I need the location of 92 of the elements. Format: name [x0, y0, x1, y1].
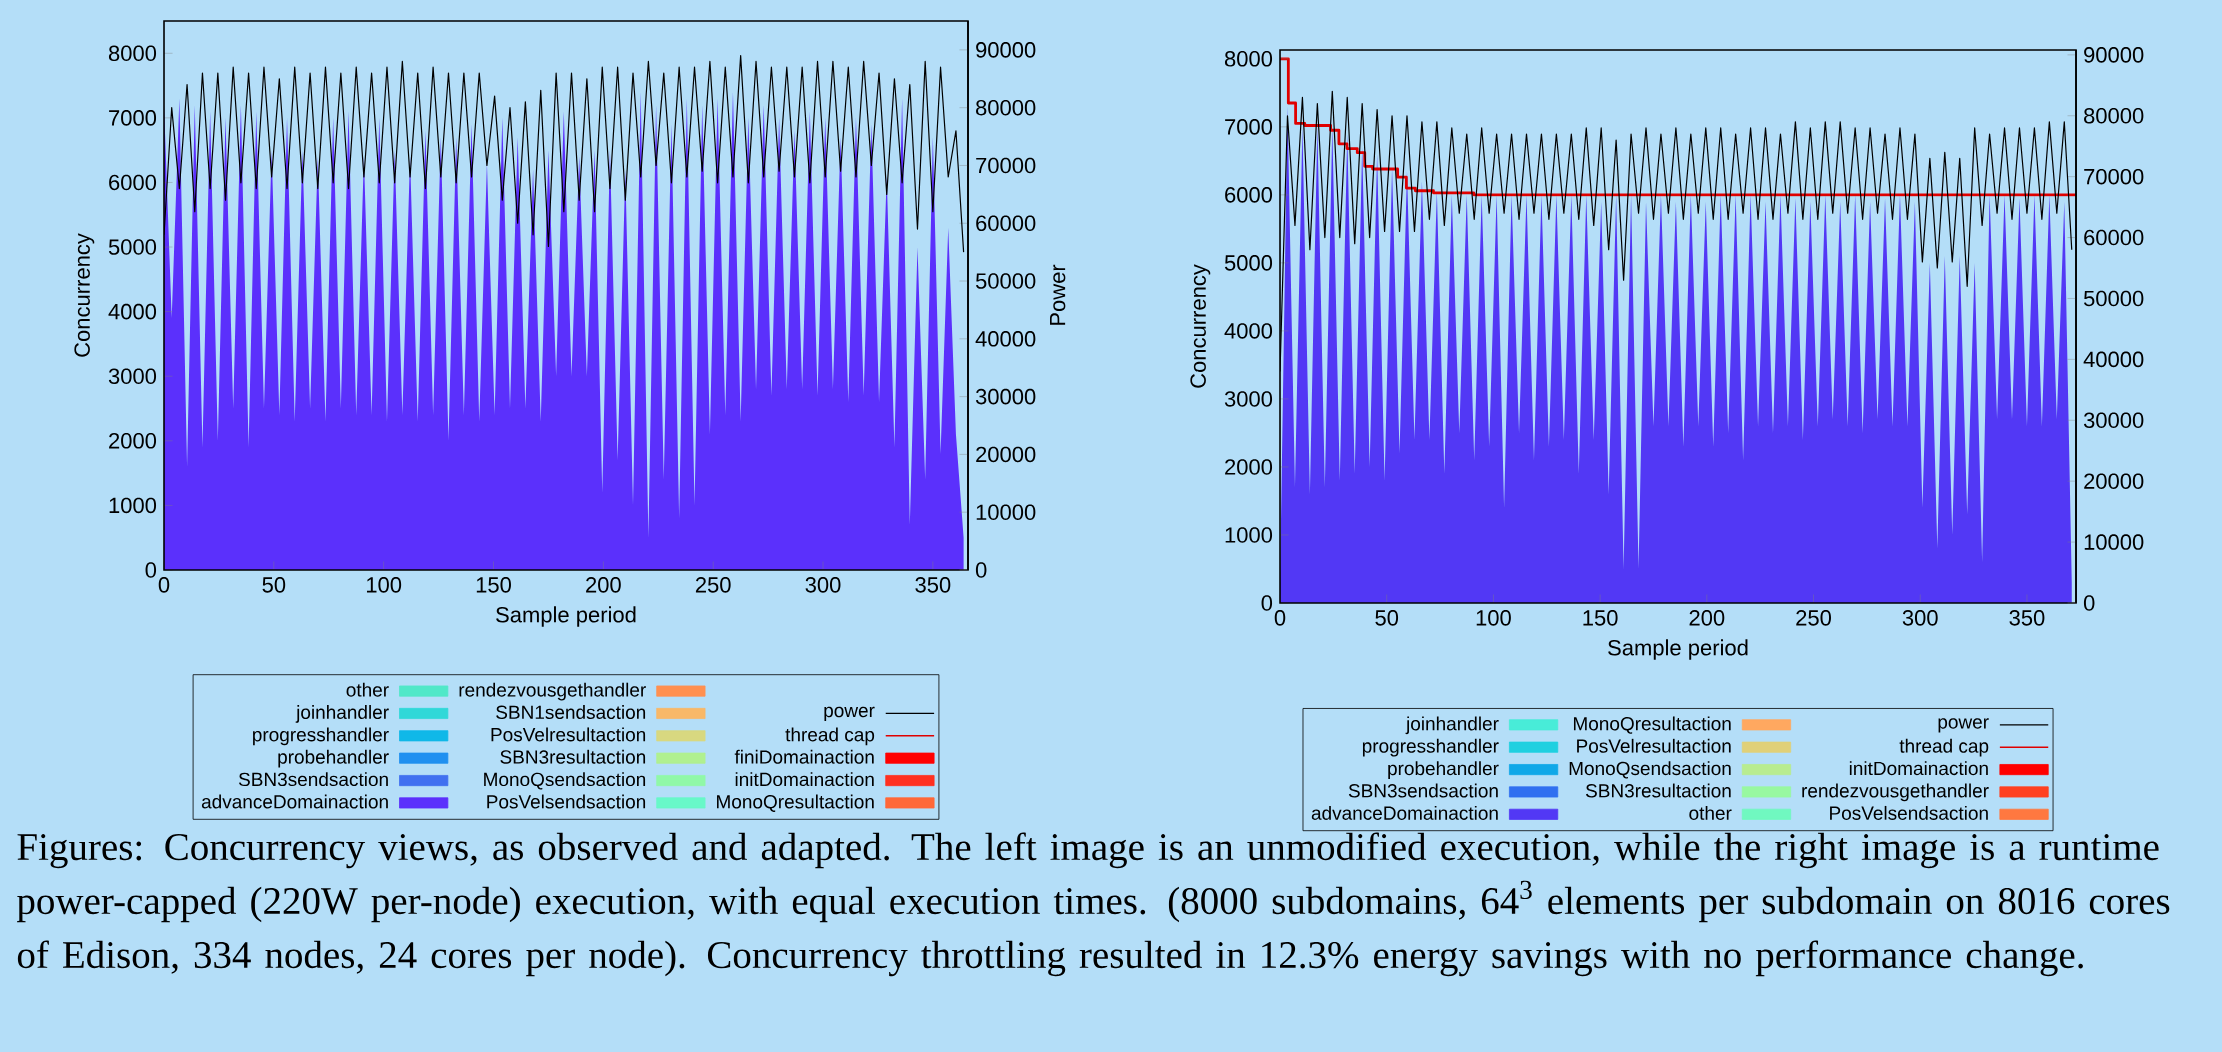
y-tick-label: 1000 — [1225, 527, 1273, 543]
legend-label: probehandler — [1388, 761, 1499, 779]
y-tick-label: 2000 — [1225, 459, 1273, 475]
x-tick-label: 150 — [476, 577, 511, 593]
legend-label: SBN3resultaction — [1585, 783, 1731, 798]
y-tick-label: 4000 — [108, 303, 157, 320]
y-tick-label: 0 — [1261, 595, 1273, 611]
text: Figures: Concurrency views, as observed and adapted. The left image is an unmodified execution, while the right image is a runtime power-capped (220W per-node) execution, with equal execution times. (8000 subdomains, 64$^{3}$ elements per subdomain on 8016 cores of Edison, 334 nodes, 24 cores per node). Concurrency throttling resulted in 12.3% energy savings with no performance change. — [17, 832, 2170, 977]
x-tick-label: 0 — [158, 577, 170, 593]
legend-label: MonoQresultaction — [717, 794, 874, 812]
y2-tick-label: 80000 — [2084, 107, 2144, 124]
legend-label: initDomainaction — [735, 772, 874, 787]
legend-label: finiDomainaction — [734, 749, 874, 764]
legend-label: rendezvousgethandler — [459, 682, 646, 701]
y-axis-title: Concurrency — [74, 233, 95, 357]
legend-label: joinhandler — [295, 705, 389, 723]
x-axis-title: Sample period — [1608, 639, 1748, 660]
y-tick-label: 8000 — [1224, 51, 1273, 67]
x-tick-label: 350 — [2009, 610, 2045, 626]
legend-label: progresshandler — [253, 727, 389, 746]
legend-label: power — [824, 706, 875, 722]
legend-label: rendezvousgethandler — [1802, 783, 1989, 802]
x-tick-label: 200 — [586, 577, 621, 593]
y2-tick-label: 40000 — [2083, 351, 2144, 368]
y-tick-label: 1000 — [109, 497, 157, 514]
legend-label: advanceDomainaction — [201, 794, 388, 809]
y-tick-label: 5000 — [108, 239, 157, 255]
y-tick-label: 7000 — [109, 110, 157, 126]
y-axis-title: Concurrency — [1190, 264, 1211, 388]
y-tick-label: 8000 — [108, 45, 157, 62]
legend-label: MonoQsendsaction — [484, 772, 646, 790]
y2-tick-label: 10000 — [976, 504, 1036, 520]
legend-label: initDomainaction — [1849, 761, 1988, 776]
y-tick-label: 5000 — [1224, 255, 1273, 271]
y2-tick-label: 10000 — [2084, 534, 2144, 550]
x-tick-label: 250 — [695, 577, 731, 593]
x-tick-label: 100 — [366, 577, 402, 593]
legend-label: probehandler — [278, 749, 389, 768]
legend-label: PosVelresultaction — [1577, 738, 1731, 753]
legend-label: other — [1689, 805, 1732, 820]
y2-tick-label: 0 — [975, 562, 987, 578]
legend-label: other — [346, 682, 389, 697]
x-tick-label: 250 — [1796, 610, 1831, 626]
y2-tick-label: 50000 — [975, 273, 1036, 289]
x-tick-label: 100 — [1476, 610, 1511, 626]
legend-label: power — [1938, 718, 1989, 733]
x-tick-label: 200 — [1689, 610, 1725, 626]
y2-tick-label: 60000 — [2084, 229, 2144, 246]
x-tick-label: 50 — [1375, 610, 1399, 626]
legend-label: PosVelsendsaction — [1830, 805, 1988, 820]
y2-tick-label: 0 — [2083, 595, 2095, 611]
legend-label: PosVelresultaction — [491, 727, 646, 742]
legend-label: SBN3resultaction — [500, 749, 646, 764]
y-tick-label: 4000 — [1224, 323, 1273, 339]
x-tick-label: 0 — [1274, 610, 1286, 626]
x-tick-label: 350 — [915, 577, 951, 593]
y2-tick-label: 90000 — [976, 42, 1036, 58]
y2-tick-label: 30000 — [2083, 412, 2144, 429]
y2-tick-label: 20000 — [2084, 473, 2144, 489]
x-axis-title: Sample period — [496, 606, 636, 627]
y-tick-label: 7000 — [1225, 119, 1273, 135]
y2-axis-title: Power — [1050, 264, 1066, 325]
y2-tick-label: 40000 — [975, 331, 1036, 347]
legend-label: SBN1sendsaction — [496, 705, 646, 720]
y2-tick-label: 70000 — [976, 157, 1036, 174]
x-tick-label: 300 — [805, 577, 841, 593]
legend-label: advanceDomainaction — [1311, 805, 1498, 820]
x-tick-label: 150 — [1583, 610, 1618, 626]
legend-label: MonoQresultaction — [1573, 716, 1731, 734]
y2-tick-label: 50000 — [2083, 290, 2144, 307]
legend-label: progresshandler — [1362, 738, 1499, 757]
legend-label: SBN3sendsaction — [1348, 783, 1498, 798]
y2-tick-label: 80000 — [976, 99, 1036, 116]
legend-label: thread cap — [1899, 738, 1989, 757]
x-tick-label: 300 — [1902, 610, 1938, 626]
y-tick-label: 6000 — [1225, 187, 1273, 203]
y-tick-label: 3000 — [1224, 391, 1273, 407]
legend-label: SBN3sendsaction — [238, 772, 388, 787]
y-tick-label: 6000 — [109, 174, 157, 191]
y-tick-label: 3000 — [108, 368, 157, 385]
y2-tick-label: 20000 — [976, 446, 1036, 463]
legend-label: PosVelsendsaction — [487, 794, 646, 809]
x-tick-label: 50 — [262, 577, 286, 593]
y2-tick-label: 70000 — [2084, 168, 2144, 185]
y2-tick-label: 30000 — [975, 388, 1036, 405]
y-tick-label: 0 — [145, 562, 157, 578]
y2-tick-label: 60000 — [976, 215, 1036, 232]
y2-tick-label: 90000 — [2084, 47, 2144, 63]
y-tick-label: 2000 — [109, 433, 157, 449]
legend-label: joinhandler — [1405, 716, 1499, 735]
legend-label: thread cap — [785, 727, 875, 746]
legend-label: MonoQsendsaction — [1569, 761, 1731, 779]
